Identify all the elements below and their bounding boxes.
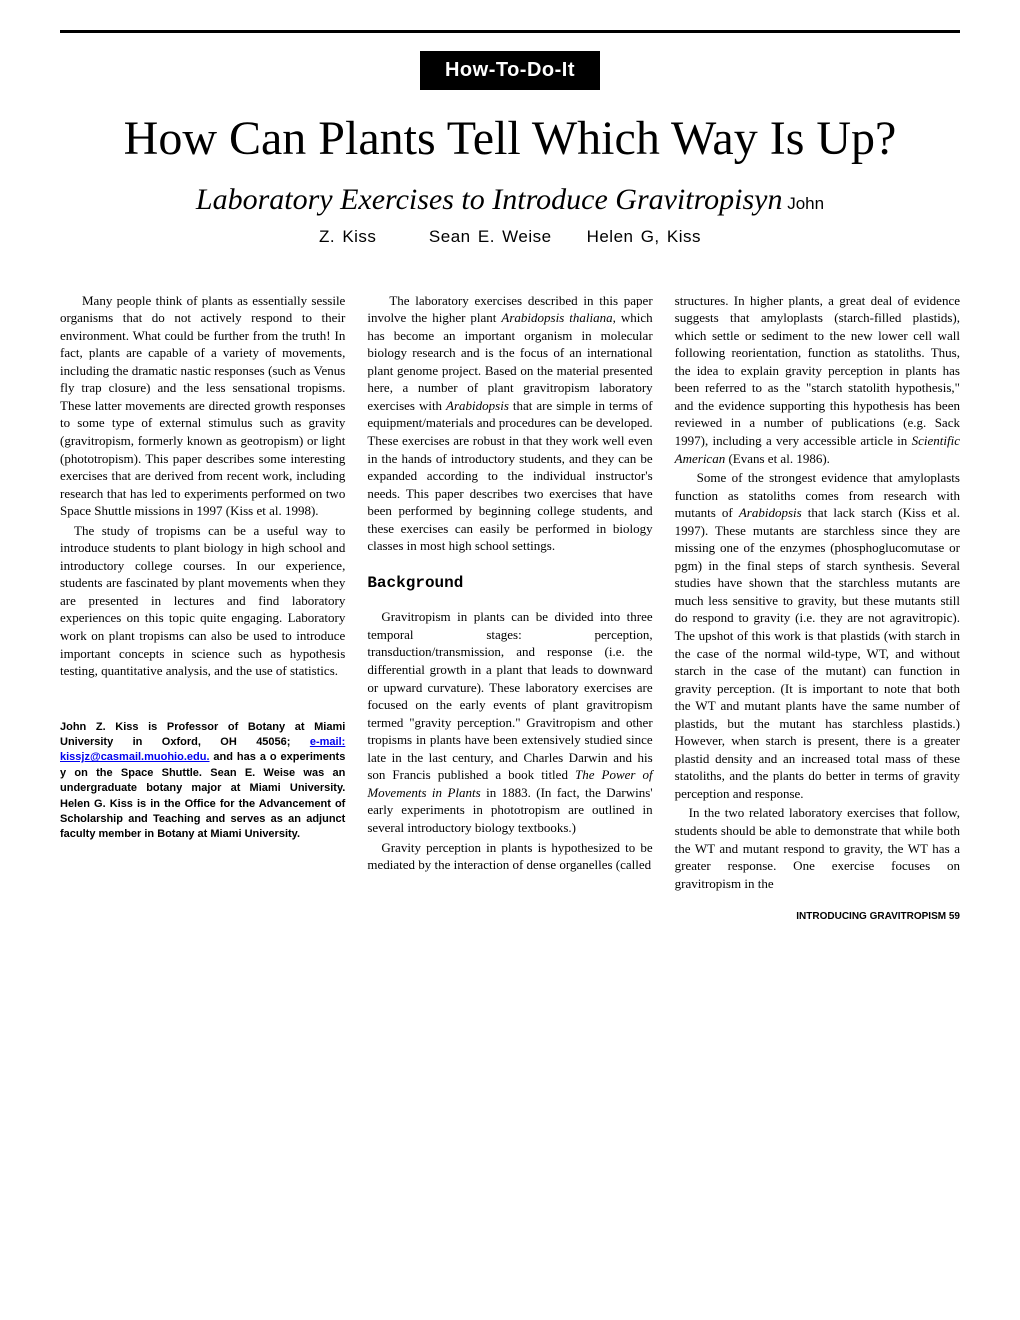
authors-line: Z. Kiss Sean E. Weise Helen G, Kiss: [60, 227, 960, 247]
col2-p1-ital1: Arabidopsis thaliana,: [501, 310, 615, 325]
col3-p1b: (Evans et al. 1986).: [725, 451, 830, 466]
bio-post: and has a o experiments y on the Space S…: [60, 751, 345, 840]
col2-para2: Gravitropism in plants can be divided in…: [367, 608, 652, 836]
col1-para2: The study of tropisms can be a useful wa…: [60, 522, 345, 680]
column-1: Many people think of plants as essential…: [60, 292, 345, 924]
bio-pre: John Z. Kiss is Professor of Botany at M…: [60, 721, 345, 748]
page-footer: INTRODUCING GRAVITROPISM 59: [675, 910, 960, 924]
section-badge: How-To-Do-It: [420, 51, 600, 90]
col3-p1a: structures. In higher plants, a great de…: [675, 293, 960, 448]
article-subtitle: Laboratory Exercises to Introduce Gravit…: [196, 183, 783, 216]
col3-para1: structures. In higher plants, a great de…: [675, 292, 960, 467]
col1-para1: Many people think of plants as essential…: [60, 292, 345, 520]
section-heading-background: Background: [367, 573, 652, 595]
top-rule: [60, 30, 960, 33]
col3-p2-ital1: Arabidopsis: [739, 505, 802, 520]
inline-author: John: [783, 194, 825, 213]
article-title: How Can Plants Tell Which Way Is Up?: [60, 110, 960, 168]
column-2: The laboratory exercises described in th…: [367, 292, 652, 924]
column-3: structures. In higher plants, a great de…: [675, 292, 960, 924]
badge-wrap: How-To-Do-It: [60, 51, 960, 90]
subtitle-line: Laboratory Exercises to Introduce Gravit…: [60, 183, 960, 217]
col3-para2: Some of the strongest evidence that amyl…: [675, 469, 960, 802]
col3-p2b: that lack starch (Kiss et al. 1997). The…: [675, 505, 960, 801]
column-container: Many people think of plants as essential…: [60, 292, 960, 924]
col3-para3: In the two related laboratory exercises …: [675, 804, 960, 892]
col2-p2a: Gravitropism in plants can be divided in…: [367, 609, 652, 782]
col2-para3: Gravity perception in plants is hypothes…: [367, 839, 652, 874]
col2-para1: The laboratory exercises described in th…: [367, 292, 652, 555]
author-bio: John Z. Kiss is Professor of Botany at M…: [60, 720, 345, 843]
col2-p1c: that are simple in terms of equipment/ma…: [367, 398, 652, 553]
col2-p1-ital2: Arabidopsis: [446, 398, 509, 413]
